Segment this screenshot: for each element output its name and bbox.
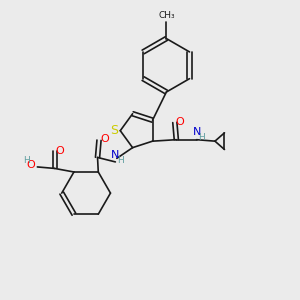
Text: N: N xyxy=(193,127,201,137)
Text: H: H xyxy=(199,133,205,142)
Text: N: N xyxy=(111,150,119,161)
Text: CH₃: CH₃ xyxy=(159,11,175,20)
Text: H: H xyxy=(117,156,124,165)
Text: S: S xyxy=(110,124,118,137)
Text: O: O xyxy=(26,160,35,170)
Text: O: O xyxy=(100,134,109,144)
Text: H: H xyxy=(23,156,30,165)
Text: O: O xyxy=(56,146,64,156)
Text: O: O xyxy=(176,117,184,128)
